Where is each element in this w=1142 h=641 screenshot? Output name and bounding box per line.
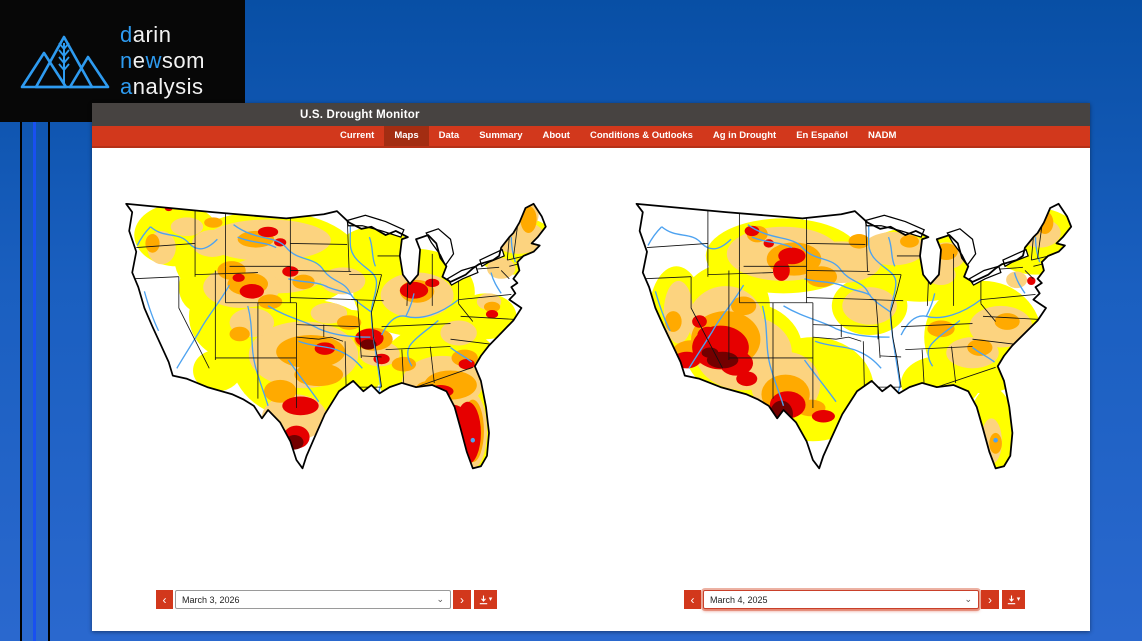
us-drought-map — [125, 202, 547, 470]
mountains-wheat-icon — [20, 35, 110, 89]
download-button[interactable]: ▾ — [1002, 590, 1025, 609]
us-drought-map — [635, 202, 1073, 470]
page-title: U.S. Drought Monitor — [300, 108, 420, 121]
nav-item-maps[interactable]: Maps — [384, 126, 429, 146]
date-dropdown[interactable]: March 4, 2025 ⌄ — [703, 590, 979, 609]
site-header: U.S. Drought Monitor — [92, 103, 1090, 126]
download-icon — [1007, 595, 1015, 604]
logo-line: analysis — [120, 74, 204, 99]
prev-date-button[interactable]: ‹ — [156, 590, 173, 609]
rivers-layer — [647, 214, 1041, 443]
dna-logo: darin newsom analysis — [0, 0, 245, 122]
nav-item-data[interactable]: Data — [438, 130, 460, 141]
date-dropdown[interactable]: March 3, 2026 ⌄ — [175, 590, 451, 609]
date-dropdown-value: March 4, 2025 — [710, 594, 768, 605]
caret-down-icon: ▾ — [488, 596, 493, 603]
prev-date-button[interactable]: ‹ — [684, 590, 701, 609]
nav-item-summary[interactable]: Summary — [479, 130, 523, 141]
drought-blobs-layer — [134, 203, 546, 469]
logo-line: newsom — [120, 48, 205, 73]
nav-item-conditions-outlooks[interactable]: Conditions & Outlooks — [589, 130, 693, 141]
drought-monitor-window: U.S. Drought Monitor Current Maps Data Summ… — [92, 103, 1090, 631]
site-nav: Current Maps Data Summary About Conditions & … — [92, 126, 1090, 148]
rivers-layer — [136, 214, 516, 443]
nav-item-ag-in-drought[interactable]: Ag in Drought — [712, 130, 777, 141]
vertical-stripe — [20, 122, 22, 641]
chevron-down-icon: ⌄ — [436, 594, 444, 604]
caret-down-icon: ▾ — [1016, 596, 1021, 603]
date-selector-right: ‹ March 4, 2025 ⌄ › ▾ — [684, 590, 1025, 609]
nav-item-nadm[interactable]: NADM — [867, 130, 897, 141]
download-button[interactable]: ▾ — [474, 590, 497, 609]
next-date-button[interactable]: › — [453, 590, 471, 609]
chevron-down-icon: ⌄ — [964, 594, 972, 604]
next-date-button[interactable]: › — [981, 590, 999, 609]
nav-item-current[interactable]: Current — [340, 130, 375, 141]
drought-blobs-layer — [649, 207, 1072, 469]
great-lakes-layer — [346, 214, 505, 286]
drought-map-current — [116, 183, 562, 485]
logo-wordmark: darin newsom analysis — [120, 22, 205, 100]
date-selector-left: ‹ March 3, 2026 ⌄ › ▾ — [156, 590, 497, 609]
logo-line: darin — [120, 22, 172, 47]
vertical-stripe — [33, 122, 36, 641]
nav-item-about[interactable]: About — [542, 130, 570, 141]
drought-map-year-ago — [626, 183, 1088, 485]
download-icon — [479, 595, 487, 604]
vertical-stripe — [48, 122, 50, 641]
date-dropdown-value: March 3, 2026 — [182, 594, 240, 605]
nav-item-en-espa-ol[interactable]: En Español — [796, 130, 848, 141]
